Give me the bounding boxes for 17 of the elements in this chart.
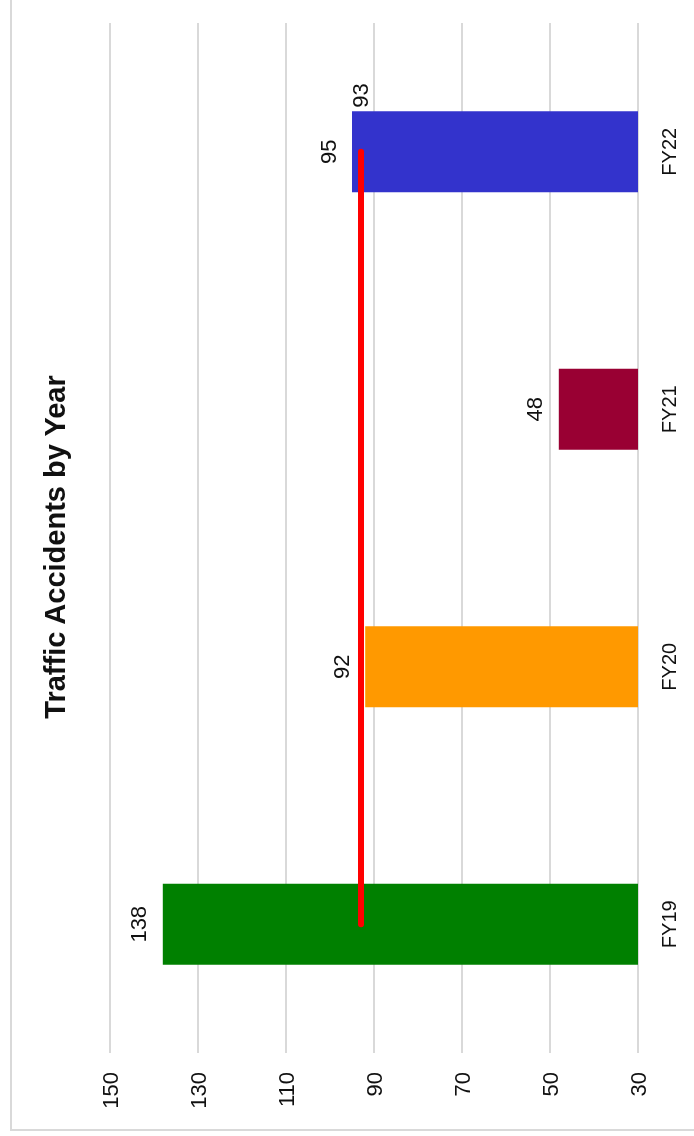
x-tick-label: 50	[537, 1072, 563, 1097]
data-label: 48	[522, 397, 548, 422]
y-tick-label: FY22	[658, 127, 680, 176]
text: Traffic Accidents by Year	[39, 375, 71, 719]
ref-line-label: 93	[348, 83, 374, 108]
x-tick-label: 110	[273, 1072, 299, 1108]
data-label: 138	[126, 905, 152, 943]
x-tick-label: 90	[361, 1072, 387, 1097]
x-tick-label: 130	[185, 1072, 211, 1109]
y-tick-label: FY20	[658, 642, 680, 691]
x-tick-label: 70	[449, 1072, 475, 1097]
y-tick-label: FY21	[658, 385, 680, 434]
y-tick-label: FY19	[658, 900, 680, 949]
x-tick-label: 150	[97, 1072, 123, 1109]
data-label: 92	[328, 654, 354, 679]
x-tick-label: 30	[625, 1072, 651, 1097]
data-label: 95	[315, 139, 341, 164]
